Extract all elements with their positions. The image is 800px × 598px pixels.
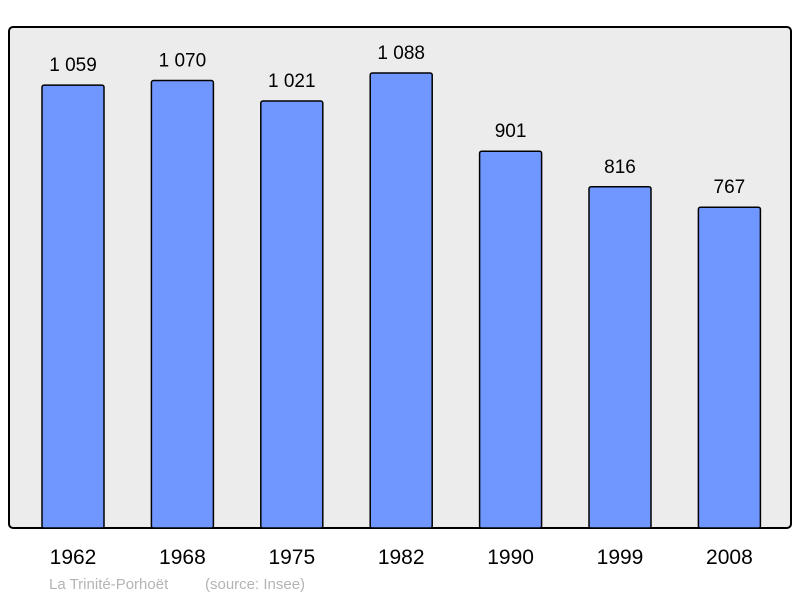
bar-1962 — [41, 84, 105, 529]
x-tick-label-1982: 1982 — [378, 546, 425, 569]
bar-1982 — [369, 72, 433, 529]
x-tick-label-1990: 1990 — [487, 546, 534, 569]
bar-1990 — [478, 150, 543, 529]
data-label-1999: 816 — [604, 157, 636, 178]
data-label-1962: 1 059 — [49, 55, 97, 76]
bar-2008 — [697, 206, 762, 529]
bar-1968 — [150, 79, 215, 529]
bar-1975 — [260, 100, 324, 529]
data-label-1975: 1 021 — [268, 71, 316, 92]
x-tick-label-1999: 1999 — [597, 546, 644, 569]
data-label-1990: 901 — [495, 121, 527, 142]
x-tick-label-2008: 2008 — [706, 546, 753, 569]
x-tick-label-1968: 1968 — [159, 546, 206, 569]
x-tick-label-1962: 1962 — [50, 546, 97, 569]
caption-source: (source: Insee) — [205, 576, 305, 593]
data-label-2008: 767 — [714, 177, 746, 198]
data-label-1968: 1 070 — [159, 51, 207, 72]
caption-place: La Trinité-Porhoët — [49, 576, 169, 593]
x-tick-label-1975: 1975 — [268, 546, 315, 569]
bar-1999 — [588, 186, 652, 529]
data-label-1982: 1 088 — [377, 43, 425, 64]
